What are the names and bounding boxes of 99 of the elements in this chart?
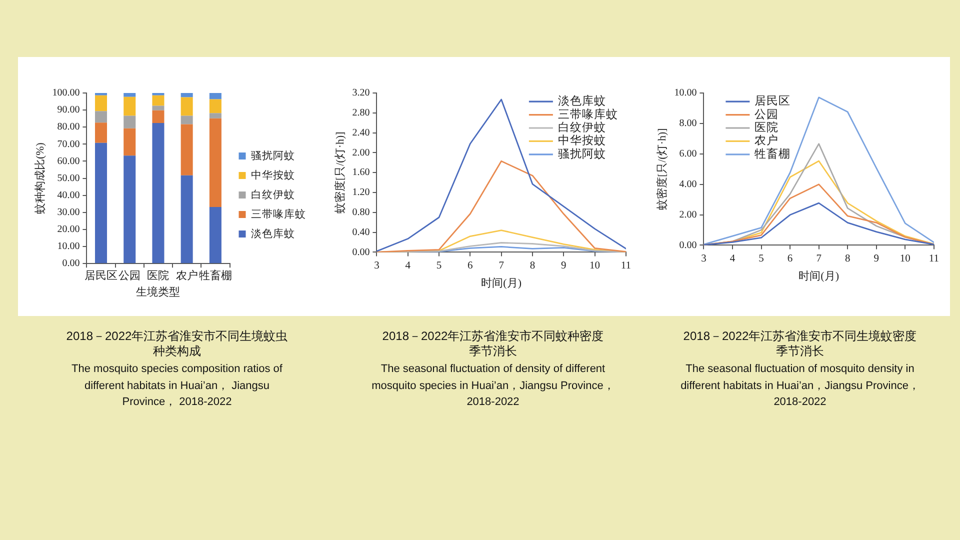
y-tick-label: 10.00 — [674, 88, 697, 99]
bar — [209, 118, 222, 207]
x-tick-label: 4 — [405, 260, 412, 272]
y-tick-label: 90.00 — [57, 104, 80, 116]
y-tick-label: 2.80 — [352, 108, 370, 119]
x-tick-label: 5 — [758, 253, 764, 264]
y-tick-label: 2.00 — [679, 209, 697, 220]
x-tick-label: 11 — [928, 253, 940, 264]
bar — [180, 175, 193, 264]
x-tick-label: 3 — [701, 253, 706, 264]
y-tick-label: 60.00 — [57, 156, 80, 167]
y-axis-title: 蚊密度[只/(灯·h)] — [655, 128, 668, 210]
y-tick-label: 40.00 — [57, 190, 80, 201]
bar — [94, 95, 108, 112]
x-tick-label: 10 — [900, 253, 910, 264]
legend-label: 公园 — [754, 108, 779, 121]
bar — [94, 142, 108, 264]
x-axis-title: 时间(月) — [798, 269, 840, 282]
bar — [124, 116, 136, 128]
y-tick-label: 3.20 — [352, 88, 370, 99]
legend-label: 中华按蚊 — [558, 134, 606, 148]
y-tick-label: 0.00 — [352, 246, 370, 258]
x-tick-label: 5 — [436, 260, 442, 272]
y-tick-label: 0.80 — [352, 207, 370, 218]
y-axis-title: 蚊种构成比(%) — [33, 142, 46, 214]
bar — [94, 122, 108, 143]
x-tick-label: 6 — [787, 253, 793, 264]
bar — [124, 96, 136, 116]
text: 2018－2022年江苏省淮安市不同生境蚊密度季节消长 — [682, 329, 918, 359]
x-tick-label: 牲畜棚 — [198, 269, 232, 282]
legend-label: 白纹伊蚊 — [558, 121, 606, 134]
y-tick-label: 70.00 — [57, 138, 80, 150]
x-tick-label: 9 — [874, 253, 880, 264]
legend-label: 淡色库蚊 — [558, 94, 606, 108]
legend-label: 三带喙库蚊 — [251, 207, 306, 220]
legend-label: 居民区 — [754, 94, 791, 108]
bar — [180, 97, 193, 116]
x-tick-label: 9 — [561, 260, 566, 272]
y-tick-label: 20.00 — [57, 224, 80, 236]
x-tick-label: 7 — [816, 253, 822, 264]
y-tick-label: 30.00 — [57, 207, 80, 218]
x-tick-label: 3 — [374, 260, 380, 272]
bar — [209, 93, 222, 100]
bar — [152, 95, 164, 106]
legend-label: 白纹伊蚊 — [251, 188, 295, 201]
bar — [152, 123, 164, 264]
y-tick-label: 100.00 — [52, 88, 80, 99]
x-tick-label: 8 — [844, 253, 850, 264]
bar — [94, 111, 108, 123]
bar — [124, 93, 136, 97]
bar — [152, 106, 164, 110]
legend-label: 农户 — [754, 133, 779, 148]
legend-label: 医院 — [754, 120, 779, 134]
legend-label: 牲畜棚 — [754, 146, 791, 160]
y-tick-label: 0.00 — [62, 258, 80, 270]
legend-label: 骚扰阿蚊 — [251, 148, 295, 162]
text: The seasonal fluctuation of mosquito density in different habitats in Huai’an，Jiangsu Province，2018-2022 — [680, 362, 920, 410]
x-tick-label: 7 — [498, 260, 504, 272]
x-tick-label: 6 — [468, 260, 473, 272]
y-tick-label: 0.40 — [352, 226, 370, 238]
text: 2018－2022年江苏省淮安市不同生境蚊虫种类构成 — [65, 329, 289, 359]
legend-label: 骚扰阿蚊 — [558, 147, 606, 160]
bar — [180, 93, 193, 98]
x-tick-label: 农户 — [176, 269, 198, 282]
bar — [152, 110, 164, 124]
legend-label: 淡色库蚊 — [251, 226, 295, 240]
bar — [209, 113, 222, 118]
y-tick-label: 10.00 — [57, 241, 80, 252]
y-tick-label: 4.00 — [679, 178, 697, 190]
bar — [209, 206, 222, 264]
y-tick-label: 1.20 — [352, 187, 370, 198]
x-axis-title: 生境类型 — [136, 285, 180, 298]
x-tick-label: 公园 — [118, 270, 141, 282]
y-tick-label: 6.00 — [679, 148, 697, 160]
x-tick-label: 11 — [620, 260, 632, 272]
y-tick-label: 2.40 — [352, 127, 370, 138]
text: The mosquito species composition ratios of different habitats in Huai’an， Jiangsu Province， 2018-2022 — [70, 362, 284, 410]
y-tick-label: 2.00 — [352, 147, 370, 158]
bar — [180, 124, 193, 176]
x-tick-label: 医院 — [147, 269, 170, 282]
x-tick-label: 4 — [730, 253, 736, 264]
bar — [180, 116, 193, 124]
x-tick-label: 居民区 — [84, 270, 118, 282]
text: 2018－2022年江苏省淮安市不同蚊种密度季节消长 — [381, 329, 605, 359]
legend-label: 三带喙库蚊 — [558, 106, 618, 121]
bar — [124, 128, 136, 156]
y-tick-label: 50.00 — [57, 172, 80, 184]
text: The seasonal fluctuation of density of different mosquito species in Huai’an，Jiangsu Province，2018-2022 — [370, 362, 616, 410]
bar — [124, 156, 136, 264]
y-tick-label: 0.00 — [679, 240, 697, 251]
y-axis-title: 蚊密度[只/(灯·h)] — [333, 132, 346, 214]
y-tick-label: 80.00 — [57, 122, 80, 133]
x-tick-label: 10 — [590, 260, 600, 272]
x-tick-label: 8 — [530, 260, 536, 272]
y-tick-label: 8.00 — [679, 118, 697, 130]
legend-label: 中华按蚊 — [251, 168, 295, 182]
y-tick-label: 1.60 — [352, 167, 370, 178]
x-axis-title: 时间(月) — [481, 276, 522, 290]
bar — [209, 99, 222, 114]
